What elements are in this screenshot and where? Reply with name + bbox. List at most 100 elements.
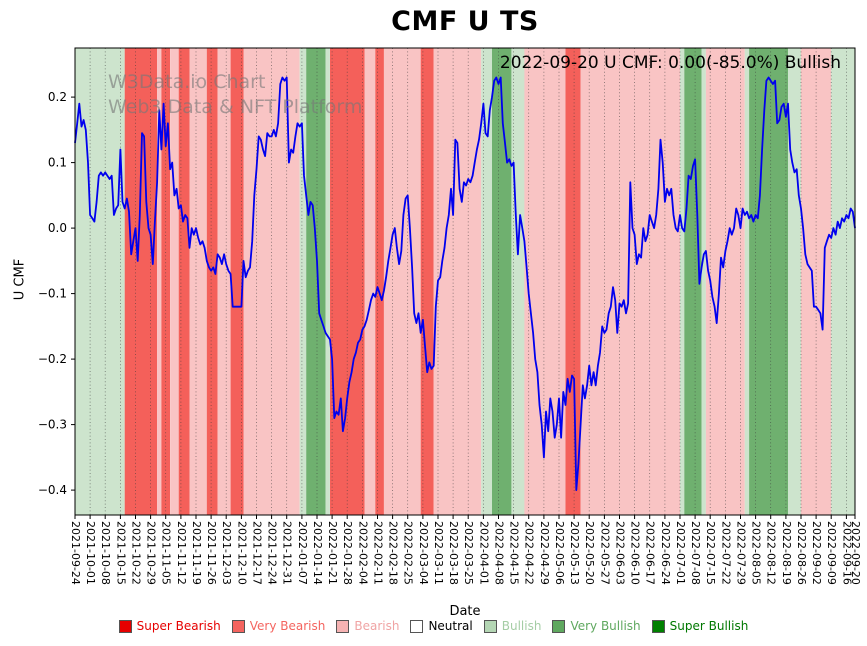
x-tick-label: 2022-04-01 — [477, 521, 490, 585]
x-tick-label: 2022-08-19 — [780, 521, 793, 585]
sentiment-band-very-bearish — [420, 48, 434, 515]
sentiment-band-bearish — [801, 48, 832, 515]
y-tick-label: 0.1 — [48, 156, 67, 170]
x-tick-label: 2022-06-24 — [659, 521, 672, 585]
annotation-label: 2022-09-20 U CMF: 0.00(-85.0%) Bullish — [499, 53, 841, 73]
sentiment-band-bearish — [384, 48, 421, 515]
sentiment-band-bullish — [299, 48, 307, 515]
sentiment-band-bearish — [157, 48, 162, 515]
legend: Super Bearish Very Bearish Bearish Neutral B… — [0, 619, 867, 633]
sentiment-band-very-bearish — [330, 48, 365, 515]
x-tick-label: 2022-05-13 — [568, 521, 581, 585]
sentiment-band-very-bearish — [375, 48, 384, 515]
x-tick-label: 2022-05-27 — [598, 521, 611, 585]
legend-item-super-bearish: Super Bearish — [118, 619, 221, 633]
x-tick-label: 2022-04-29 — [538, 521, 551, 585]
x-tick-label: 2022-06-10 — [629, 521, 642, 585]
legend-label-neutral: Neutral — [428, 619, 473, 633]
x-tick-label: 2022-02-04 — [356, 521, 369, 585]
x-tick-label: 2022-07-08 — [689, 521, 702, 585]
x-tick-label: 2022-02-25 — [402, 521, 415, 585]
sentiment-band-bearish — [170, 48, 179, 515]
legend-swatch-very-bearish — [231, 619, 245, 633]
legend-label-bearish: Bearish — [354, 619, 400, 633]
sentiment-band-very-bearish — [178, 48, 190, 515]
sentiment-band-very-bullish — [492, 48, 512, 515]
x-tick-label: 2022-01-07 — [296, 521, 309, 585]
x-tick-label: 2021-12-31 — [281, 521, 294, 585]
x-tick-label: 2022-01-21 — [326, 521, 339, 585]
sentiment-band-bearish — [189, 48, 207, 515]
y-axis-label: U CMF — [12, 258, 28, 301]
x-tick-label: 2022-07-22 — [719, 521, 732, 585]
x-tick-label: 2022-04-22 — [523, 521, 536, 585]
sentiment-band-very-bearish — [161, 48, 170, 515]
x-tick-label: 2022-07-29 — [735, 521, 748, 585]
x-tick-label: 2022-03-04 — [417, 521, 430, 585]
x-tick-label: 2021-11-26 — [205, 521, 218, 585]
x-tick-label: 2022-02-11 — [372, 521, 385, 585]
sentiment-band-bullish — [831, 48, 855, 515]
x-tick-label: 2022-01-28 — [341, 521, 354, 585]
x-tick-label: 2022-08-05 — [750, 521, 763, 585]
sentiment-band-bullish — [788, 48, 801, 515]
x-tick-label: 2022-02-18 — [387, 521, 400, 585]
x-tick-label: 2022-07-01 — [674, 521, 687, 585]
x-tick-label: 2022-01-14 — [311, 521, 324, 585]
sentiment-band-bearish — [705, 48, 745, 515]
sentiment-band-very-bullish — [306, 48, 326, 515]
sentiment-band-very-bearish — [230, 48, 244, 515]
x-tick-label: 2022-09-09 — [825, 521, 838, 585]
x-tick-label: 2022-03-11 — [432, 521, 445, 585]
legend-item-super-bullish: Super Bullish — [651, 619, 749, 633]
sentiment-band-very-bullish — [684, 48, 702, 515]
sentiment-band-bullish — [744, 48, 750, 515]
legend-swatch-super-bearish — [118, 619, 132, 633]
x-tick-label: 2022-03-18 — [447, 521, 460, 585]
sentiment-band-very-bearish — [124, 48, 158, 515]
x-tick-label: 2021-10-29 — [145, 521, 158, 585]
legend-item-bearish: Bearish — [336, 619, 399, 633]
x-tick-label: 2021-09-24 — [69, 521, 82, 585]
sentiment-band-bearish — [580, 48, 680, 515]
legend-item-very-bullish: Very Bullish — [552, 619, 641, 633]
legend-swatch-very-bullish — [552, 619, 566, 633]
y-tick-label: −0.4 — [38, 483, 67, 497]
sentiment-band-very-bullish — [749, 48, 788, 515]
x-tick-label: 2021-12-03 — [220, 521, 233, 585]
x-tick-label: 2022-09-20 — [849, 521, 862, 585]
legend-label-super-bullish: Super Bullish — [669, 619, 749, 633]
legend-item-very-bearish: Very Bearish — [231, 619, 326, 633]
x-tick-label: 2021-12-17 — [251, 521, 264, 585]
sentiment-band-bullish — [701, 48, 706, 515]
x-tick-label: 2021-11-12 — [175, 521, 188, 585]
chart-title: CMF U TS — [391, 6, 539, 37]
x-tick-label: 2021-12-24 — [266, 521, 279, 585]
x-tick-label: 2022-03-25 — [462, 521, 475, 585]
sentiment-band-bullish — [325, 48, 330, 515]
x-tick-label: 2021-10-08 — [99, 521, 112, 585]
legend-label-super-bearish: Super Bearish — [136, 619, 221, 633]
x-tick-label: 2021-10-01 — [84, 521, 97, 585]
sentiment-band-bullish — [75, 48, 125, 515]
x-tick-label: 2021-11-05 — [160, 521, 173, 585]
legend-swatch-super-bullish — [651, 619, 665, 633]
legend-label-very-bearish: Very Bearish — [249, 619, 326, 633]
cmf-line — [74, 76, 856, 491]
x-tick-label: 2022-09-16 — [840, 521, 853, 585]
x-tick-label: 2021-11-19 — [190, 521, 203, 585]
x-tick-label: 2022-05-20 — [583, 521, 596, 585]
x-tick-label: 2022-06-03 — [614, 521, 627, 585]
y-tick-label: 0.0 — [48, 221, 67, 235]
sentiment-band-bearish — [364, 48, 376, 515]
x-tick-label: 2021-10-15 — [114, 521, 127, 585]
legend-swatch-neutral — [410, 619, 424, 633]
x-tick-label: 2022-07-15 — [704, 521, 717, 585]
legend-swatch-bearish — [336, 619, 350, 633]
sentiment-band-bullish — [511, 48, 525, 515]
y-tick-label: −0.1 — [38, 287, 67, 301]
legend-label-bullish: Bullish — [501, 619, 542, 633]
x-tick-label: 2021-10-22 — [130, 521, 143, 585]
axes-spines — [74, 47, 856, 516]
